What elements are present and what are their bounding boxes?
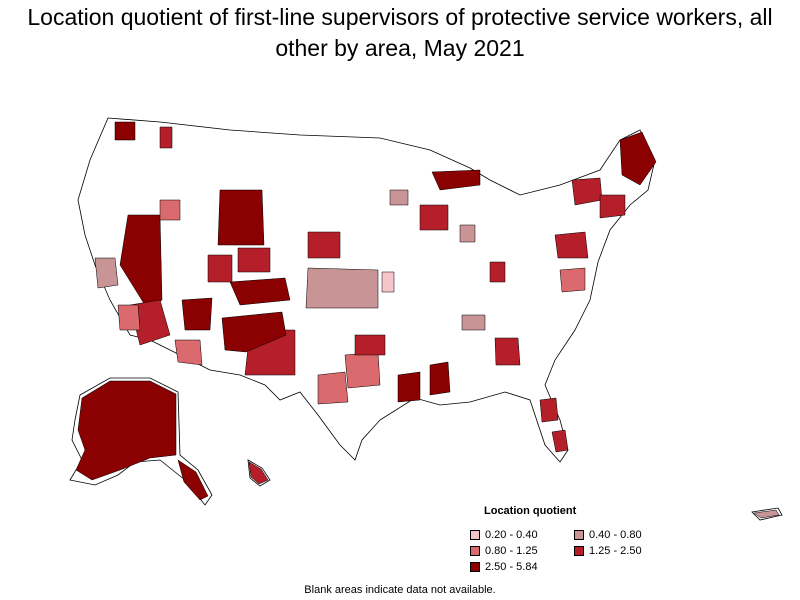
area-texas-central — [317, 371, 349, 405]
area-kansas-pale — [381, 271, 395, 293]
area-idaho-south — [159, 199, 181, 221]
area-new-mexico-north — [221, 311, 287, 353]
area-michigan-upper — [431, 169, 481, 191]
area-texas-east — [344, 351, 381, 389]
legend-swatch-1 — [574, 530, 584, 540]
area-florida-southeast — [551, 429, 569, 453]
area-maine — [619, 131, 657, 186]
area-utah-west — [207, 254, 233, 283]
area-mississippi — [429, 361, 451, 396]
area-indiana — [459, 224, 476, 243]
area-iowa — [389, 189, 409, 206]
legend-swatch-0 — [470, 530, 480, 540]
area-new-york — [571, 177, 603, 206]
legend-label-4: 2.50 - 5.84 — [485, 561, 538, 573]
legend-swatch-3 — [574, 546, 584, 556]
area-georgia — [494, 337, 521, 366]
area-idaho-north — [159, 126, 173, 149]
area-colorado-north — [237, 247, 271, 273]
legend-item-1: 0.40 - 0.80 — [574, 529, 684, 541]
legend-item-0: 0.20 - 0.40 — [470, 529, 574, 541]
area-oklahoma — [354, 334, 386, 356]
legend-label-2: 0.80 - 1.25 — [485, 545, 538, 557]
legend-swatch-4 — [470, 562, 480, 572]
area-missouri — [489, 261, 506, 283]
area-new-england — [599, 194, 626, 219]
area-california-central — [94, 257, 119, 289]
area-virginia — [559, 267, 586, 293]
legend-item-3: 1.25 - 2.50 — [574, 545, 684, 557]
area-alaska-panhandle — [177, 459, 209, 501]
area-florida-south — [539, 397, 559, 423]
area-pennsylvania — [554, 231, 589, 259]
legend-label-0: 0.20 - 0.40 — [485, 529, 538, 541]
area-alaska-fill — [75, 380, 177, 481]
area-washington — [114, 121, 136, 141]
legend-label-1: 0.40 - 0.80 — [589, 529, 642, 541]
area-utah-colorado — [229, 277, 291, 306]
legend-swatch-2 — [470, 546, 480, 556]
area-wyoming — [217, 189, 265, 246]
area-arizona-southeast — [174, 339, 203, 366]
area-tennessee — [461, 314, 486, 331]
area-nebraska-north — [307, 231, 341, 259]
area-hawaii-fill — [248, 461, 269, 485]
legend-title: Location quotient — [484, 505, 577, 517]
area-wisconsin — [419, 204, 449, 231]
legend-item-4: 2.50 - 5.84 — [470, 561, 574, 573]
footnote: Blank areas indicate data not available. — [304, 584, 496, 596]
legend-label-3: 1.25 - 2.50 — [589, 545, 642, 557]
legend-item-2: 0.80 - 1.25 — [470, 545, 574, 557]
area-puerto-rico-fill — [753, 509, 780, 519]
area-california-south — [117, 304, 141, 331]
map-title: Location quotient of first-line supervis… — [27, 4, 773, 61]
area-louisiana — [397, 371, 421, 403]
area-arizona-central — [181, 297, 213, 331]
area-kansas — [305, 267, 379, 309]
area-arizona-south — [129, 299, 171, 346]
legend: Location quotient 0.20 - 0.40 0.40 - 0.8… — [470, 505, 690, 573]
